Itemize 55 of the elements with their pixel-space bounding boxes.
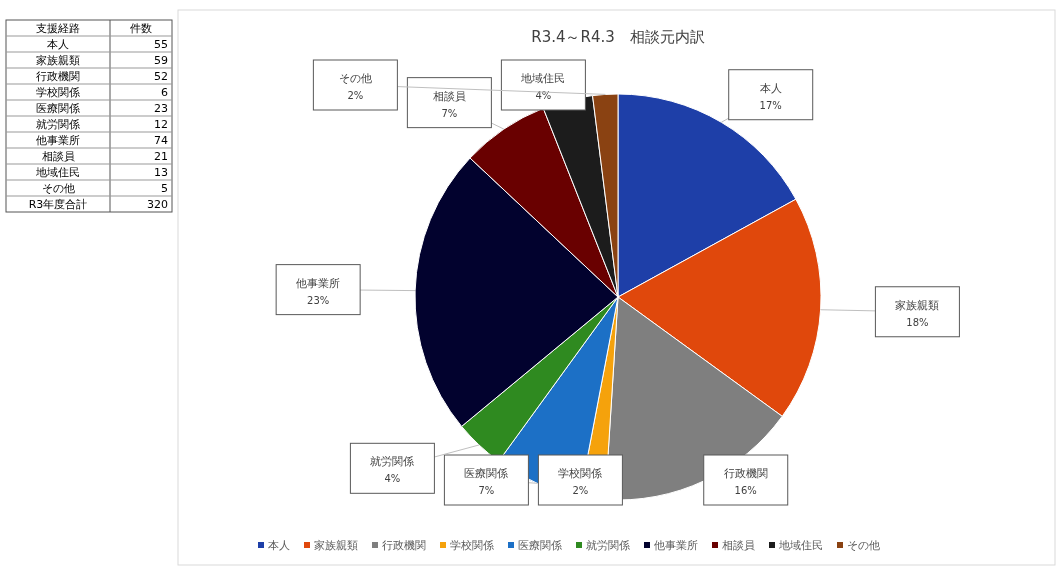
text: 320 xyxy=(147,198,168,211)
text: 件数 xyxy=(130,22,152,35)
legend-label: 本人 xyxy=(268,539,290,552)
data-label: 2% xyxy=(347,90,364,101)
data-label: 7% xyxy=(441,107,458,119)
text: R3年度合計 xyxy=(28,198,88,211)
text: 21 xyxy=(154,150,168,163)
data-label: 18% xyxy=(906,316,929,328)
category-label: 他事業所 xyxy=(36,134,80,147)
legend-label: 医療関係 xyxy=(518,539,562,552)
data-label: 4% xyxy=(384,473,401,485)
category-label: 相談員 xyxy=(41,150,75,163)
slice-label: 家族親類 xyxy=(895,298,940,312)
category-label: 学校関係 xyxy=(36,86,80,99)
chart-title: R3.4～R4.3 相談元内訳 xyxy=(531,28,705,46)
slice-label: 他事業所 xyxy=(296,276,341,290)
legend-label: 家族親類 xyxy=(314,539,358,552)
category-label: 地域住民 xyxy=(36,166,80,179)
text: 52 xyxy=(154,70,168,83)
text: 支援経路 xyxy=(36,22,80,35)
text: 74 xyxy=(154,134,168,147)
legend-label: 地域住民 xyxy=(778,539,823,552)
category-label: 本人 xyxy=(47,38,69,51)
slice-label: 就労関係 xyxy=(370,455,415,469)
text: 13 xyxy=(154,166,168,179)
text: 55 xyxy=(154,38,168,51)
text: 6 xyxy=(161,86,168,99)
text: 59 xyxy=(154,54,168,67)
data-label: 2% xyxy=(572,485,589,496)
slice-label: 本人 xyxy=(759,81,782,95)
slice-label: 学校関係 xyxy=(558,467,603,480)
data-label: 7% xyxy=(478,485,495,496)
category-label: 行政機関 xyxy=(36,70,80,83)
legend-label: 就労関係 xyxy=(586,539,630,552)
slice-label: 医療関係 xyxy=(464,467,509,480)
data-label: 16% xyxy=(734,485,757,496)
text: 5 xyxy=(161,182,168,195)
slice-label: 行政機関 xyxy=(723,467,768,480)
legend-label: 相談員 xyxy=(722,539,755,552)
text: 12 xyxy=(154,118,168,131)
data-label: 17% xyxy=(759,99,782,111)
legend-label: 学校関係 xyxy=(450,539,494,552)
category-label: その他 xyxy=(41,182,75,195)
text: 23 xyxy=(154,102,168,115)
legend-label: 行政機関 xyxy=(382,539,426,552)
slice-label: 相談員 xyxy=(432,89,466,103)
category-label: 医療関係 xyxy=(36,102,80,115)
data-label: 4% xyxy=(535,90,552,101)
category-label: 就労関係 xyxy=(36,118,80,131)
category-label: 家族親類 xyxy=(36,54,80,67)
data-label: 23% xyxy=(307,294,330,306)
legend-label: 他事業所 xyxy=(654,539,698,552)
slice-label: 地域住民 xyxy=(520,72,566,85)
legend-label: その他 xyxy=(847,539,880,552)
slice-label: その他 xyxy=(338,72,372,85)
